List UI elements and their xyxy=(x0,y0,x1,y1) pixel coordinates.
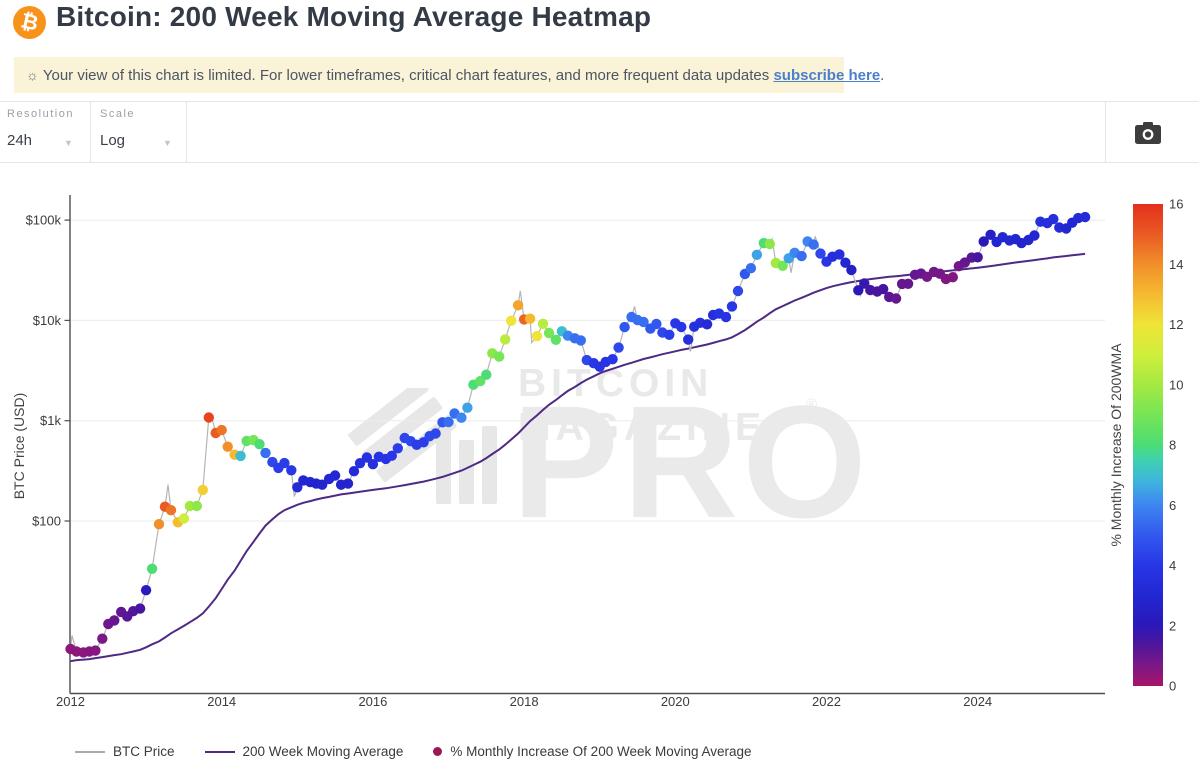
legend-item-pct-increase[interactable]: % Monthly Increase Of 200 Week Moving Av… xyxy=(433,744,752,759)
resolution-label: Resolution xyxy=(7,108,74,120)
colorbar: 16 14 12 10 8 6 4 2 0 % Monthly Increase Of 200WM… xyxy=(1108,197,1183,694)
svg-text:2016: 2016 xyxy=(358,694,387,709)
chevron-down-icon[interactable]: ▼ xyxy=(163,138,172,148)
toolbar-divider xyxy=(186,102,187,162)
svg-text:$10k: $10k xyxy=(33,313,62,328)
svg-text:$1k: $1k xyxy=(40,413,61,428)
svg-text:0: 0 xyxy=(1169,679,1176,694)
legend-item-200wma[interactable]: 200 Week Moving Average xyxy=(204,744,404,759)
legend-label: % Monthly Increase Of 200 Week Moving Av… xyxy=(450,744,752,759)
notice-period: . xyxy=(880,67,885,84)
scale-control: Scale Log ▼ xyxy=(90,102,186,162)
subscribe-here-link[interactable]: subscribe here xyxy=(773,67,881,84)
svg-text:2024: 2024 xyxy=(963,694,992,709)
y-axis: $100k $10k $1k $100 BTC Price (USD) xyxy=(11,195,71,694)
chart-toolbar: Resolution 24h ▼ Scale Log ▼ xyxy=(0,101,1199,163)
svg-text:16: 16 xyxy=(1169,197,1183,212)
toolbar-divider xyxy=(90,102,91,162)
legend-item-btc-price[interactable]: BTC Price xyxy=(75,744,175,759)
svg-text:2014: 2014 xyxy=(207,694,236,709)
svg-text:2020: 2020 xyxy=(661,694,690,709)
svg-text:2012: 2012 xyxy=(56,694,85,709)
wma-line-swatch xyxy=(204,750,235,753)
svg-text:12: 12 xyxy=(1169,317,1183,332)
scale-label: Scale xyxy=(100,108,136,120)
pct-increase-dot-swatch xyxy=(433,747,443,756)
svg-text:14: 14 xyxy=(1169,257,1183,272)
svg-text:2022: 2022 xyxy=(812,694,841,709)
registered-mark: ® xyxy=(806,396,818,413)
screenshot-camera-button[interactable] xyxy=(1131,117,1165,147)
svg-text:$100k: $100k xyxy=(26,213,62,228)
notice-text: Your view of this chart is limited. For … xyxy=(42,67,774,84)
x-axis: 2012 2014 2016 2018 2020 2022 2024 xyxy=(56,692,1105,709)
sun-icon: ☼ xyxy=(26,67,39,83)
page-title: Bitcoin: 200 Week Moving Average Heatmap xyxy=(56,1,652,32)
svg-text:2018: 2018 xyxy=(510,694,539,709)
bitcoin-logo-icon: ₿ xyxy=(13,6,46,39)
svg-text:BTC Price (USD): BTC Price (USD) xyxy=(11,393,27,500)
svg-text:10: 10 xyxy=(1169,377,1183,392)
bitcoin-magazine-pro-logo-icon xyxy=(348,378,506,513)
svg-text:6: 6 xyxy=(1169,498,1176,513)
chevron-down-icon[interactable]: ▼ xyxy=(64,138,73,148)
chart-legend: BTC Price 200 Week Moving Average % Mont… xyxy=(75,744,752,759)
camera-icon xyxy=(1135,122,1161,144)
header: ₿ Bitcoin: 200 Week Moving Average Heatm… xyxy=(0,0,1199,56)
scale-dropdown[interactable]: Log xyxy=(100,132,126,149)
resolution-control: Resolution 24h ▼ xyxy=(0,102,90,162)
legend-label: BTC Price xyxy=(113,744,175,759)
svg-text:$100: $100 xyxy=(32,514,61,529)
resolution-dropdown[interactable]: 24h xyxy=(7,132,33,149)
svg-text:4: 4 xyxy=(1169,558,1176,573)
svg-text:8: 8 xyxy=(1169,438,1176,453)
btc-price-line-swatch xyxy=(75,750,105,753)
svg-text:2: 2 xyxy=(1169,618,1176,633)
limited-view-notice: ☼ Your view of this chart is limited. For… xyxy=(14,57,884,93)
legend-label: 200 Week Moving Average xyxy=(242,744,404,759)
svg-text:% Monthly Increase Of 200WMA: % Monthly Increase Of 200WMA xyxy=(1108,343,1124,547)
toolbar-divider xyxy=(1105,102,1106,162)
